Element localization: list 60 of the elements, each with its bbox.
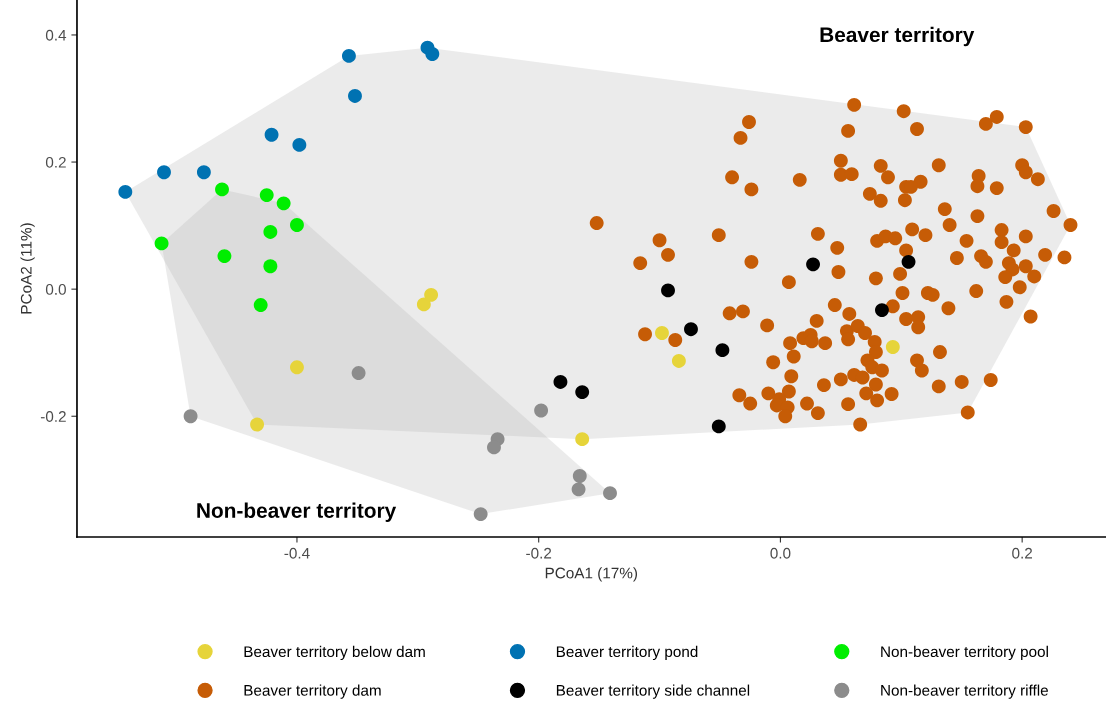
point: [154, 236, 169, 251]
point: [292, 137, 307, 152]
point: [487, 440, 501, 455]
x-tick-label: 0.0: [770, 547, 791, 559]
point: [416, 297, 431, 312]
point: [711, 419, 726, 434]
legend-label: Beaver territory below dam: [244, 645, 425, 661]
point: [351, 366, 366, 380]
point: [885, 340, 900, 354]
point: [196, 165, 211, 180]
x-tick-label: -0.4: [284, 547, 310, 559]
legend-label: Beaver territory pond: [556, 645, 698, 661]
point: [655, 326, 669, 340]
point: [806, 257, 820, 272]
point: [671, 354, 686, 368]
point: [553, 374, 568, 389]
point: [250, 417, 265, 432]
point: [473, 507, 488, 522]
legend-label: Non-beaver territory pool: [881, 645, 1048, 661]
x-tick-label: 0.2: [1012, 547, 1033, 559]
x-axis-title: PCoA1 (17%): [545, 567, 638, 582]
point: [603, 486, 617, 501]
point: [263, 259, 278, 274]
y-tick-label: 0.4: [45, 29, 67, 41]
annotation: Non-beaver territory: [197, 502, 397, 523]
point: [575, 385, 590, 400]
point: [425, 47, 440, 61]
point: [348, 89, 362, 103]
point: [290, 218, 304, 232]
point: [715, 343, 730, 358]
legend-label: Beaver territory dam: [244, 684, 381, 699]
y-tick-label: 0.2: [45, 156, 66, 168]
legend-label: Beaver territory side channel: [556, 684, 750, 699]
y-tick-label: -0.2: [40, 411, 66, 422]
point: [341, 48, 356, 63]
y-axis-title: PCoA2 (11%): [20, 223, 35, 314]
point: [253, 298, 268, 312]
point: [276, 196, 291, 211]
point: [572, 469, 587, 483]
x-tick-label: -0.2: [526, 547, 552, 559]
legend-label: Non-beaver territory riffle: [881, 684, 1048, 699]
point: [875, 303, 889, 318]
point: [575, 432, 590, 447]
point: [215, 182, 229, 197]
point: [118, 184, 133, 199]
point: [264, 127, 279, 142]
point: [259, 188, 274, 203]
point: [571, 482, 586, 497]
annotation: Beaver territory: [820, 26, 975, 47]
point: [217, 249, 232, 264]
point: [290, 360, 304, 375]
point: [534, 403, 549, 418]
point: [157, 165, 171, 180]
point: [684, 322, 698, 337]
point: [263, 225, 278, 239]
y-tick-label: 0.0: [45, 284, 66, 295]
point: [424, 287, 439, 302]
point: [901, 254, 916, 269]
point: [183, 409, 198, 424]
point: [661, 283, 675, 298]
